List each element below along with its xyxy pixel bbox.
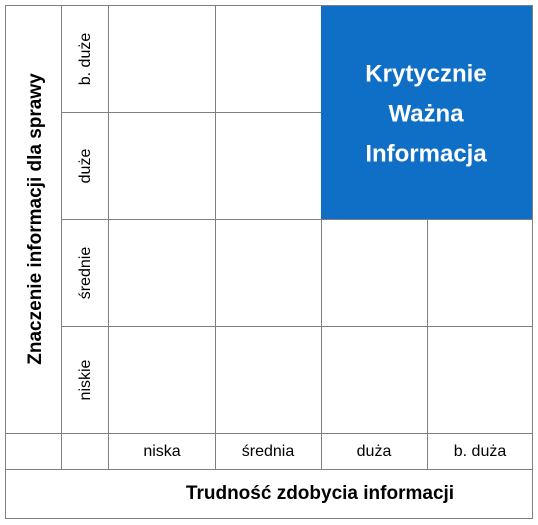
outer-border bbox=[5, 5, 533, 519]
y-axis-title: Znaczenie informacji dla sprawy bbox=[25, 73, 46, 365]
x-label: b. duża bbox=[454, 443, 507, 460]
y-label: niskie bbox=[77, 359, 94, 400]
highlight-text: Krytycznie bbox=[365, 60, 486, 87]
highlight-text: Informacja bbox=[365, 140, 487, 167]
y-label: średnie bbox=[77, 247, 94, 300]
highlight-cell bbox=[321, 5, 532, 219]
highlight-text: Ważna bbox=[388, 100, 464, 127]
y-label: duże bbox=[77, 149, 94, 184]
x-label: duża bbox=[357, 443, 392, 460]
x-label: średnia bbox=[242, 443, 295, 460]
x-axis-title: Trudność zdobycia informacji bbox=[186, 483, 454, 504]
x-label: niska bbox=[143, 443, 180, 460]
grid-lines bbox=[5, 5, 533, 470]
y-label: b. duże bbox=[77, 33, 94, 86]
